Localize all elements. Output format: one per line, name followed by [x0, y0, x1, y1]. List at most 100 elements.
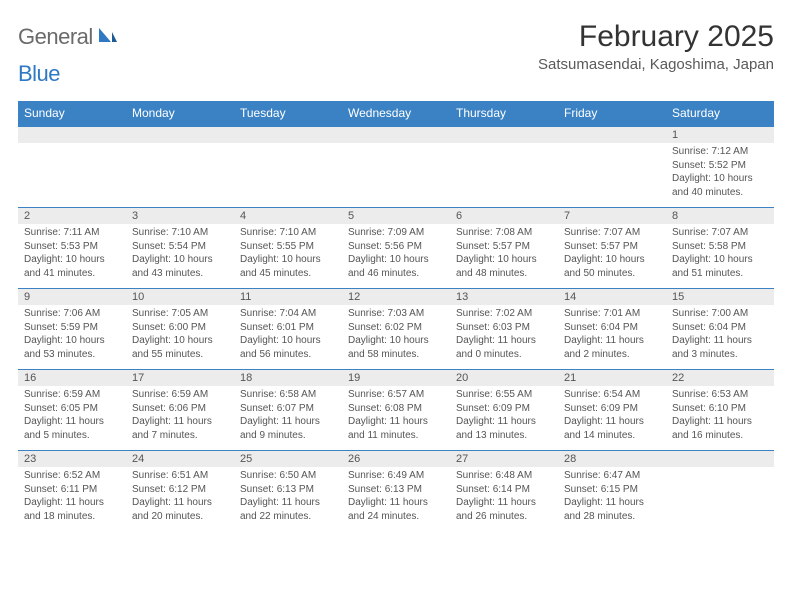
- sunrise-text: Sunrise: 7:10 AM: [132, 226, 228, 240]
- date-cell: [342, 127, 450, 143]
- detail-cell: [450, 143, 558, 207]
- sunrise-text: Sunrise: 6:49 AM: [348, 469, 444, 483]
- date-cell: 9: [18, 289, 126, 305]
- detail-cell: Sunrise: 6:50 AMSunset: 6:13 PMDaylight:…: [234, 467, 342, 531]
- detail-cell: Sunrise: 7:01 AMSunset: 6:04 PMDaylight:…: [558, 305, 666, 369]
- date-cell: 23: [18, 451, 126, 467]
- daylight2-text: and 9 minutes.: [240, 429, 336, 443]
- daylight2-text: and 46 minutes.: [348, 267, 444, 281]
- detail-cell: Sunrise: 7:05 AMSunset: 6:00 PMDaylight:…: [126, 305, 234, 369]
- daylight2-text: and 2 minutes.: [564, 348, 660, 362]
- sunrise-text: Sunrise: 7:09 AM: [348, 226, 444, 240]
- daylight1-text: Daylight: 11 hours: [564, 334, 660, 348]
- daylight2-text: and 53 minutes.: [24, 348, 120, 362]
- date-cell: 12: [342, 289, 450, 305]
- daylight1-text: Daylight: 10 hours: [672, 172, 768, 186]
- daylight2-text: and 43 minutes.: [132, 267, 228, 281]
- calendar-grid: Sunday Monday Tuesday Wednesday Thursday…: [18, 101, 774, 531]
- daylight2-text: and 28 minutes.: [564, 510, 660, 524]
- daylight1-text: Daylight: 11 hours: [240, 496, 336, 510]
- detail-cell: Sunrise: 6:59 AMSunset: 6:05 PMDaylight:…: [18, 386, 126, 450]
- date-cell: 1: [666, 127, 774, 143]
- detail-cell: Sunrise: 7:04 AMSunset: 6:01 PMDaylight:…: [234, 305, 342, 369]
- date-cell: 13: [450, 289, 558, 305]
- date-cell: 28: [558, 451, 666, 467]
- sunset-text: Sunset: 6:07 PM: [240, 402, 336, 416]
- sunrise-text: Sunrise: 7:00 AM: [672, 307, 768, 321]
- sunrise-text: Sunrise: 7:07 AM: [564, 226, 660, 240]
- daylight1-text: Daylight: 11 hours: [456, 415, 552, 429]
- date-row: 232425262728: [18, 450, 774, 467]
- date-cell: [234, 127, 342, 143]
- daylight1-text: Daylight: 11 hours: [24, 496, 120, 510]
- daylight1-text: Daylight: 11 hours: [672, 334, 768, 348]
- date-cell: 25: [234, 451, 342, 467]
- daylight1-text: Daylight: 11 hours: [240, 415, 336, 429]
- sunset-text: Sunset: 5:55 PM: [240, 240, 336, 254]
- daylight1-text: Daylight: 10 hours: [240, 253, 336, 267]
- detail-cell: Sunrise: 6:58 AMSunset: 6:07 PMDaylight:…: [234, 386, 342, 450]
- detail-cell: Sunrise: 7:09 AMSunset: 5:56 PMDaylight:…: [342, 224, 450, 288]
- detail-cell: Sunrise: 7:12 AMSunset: 5:52 PMDaylight:…: [666, 143, 774, 207]
- sunset-text: Sunset: 6:02 PM: [348, 321, 444, 335]
- detail-cell: Sunrise: 6:48 AMSunset: 6:14 PMDaylight:…: [450, 467, 558, 531]
- sunset-text: Sunset: 6:09 PM: [564, 402, 660, 416]
- date-cell: 17: [126, 370, 234, 386]
- sunrise-text: Sunrise: 7:11 AM: [24, 226, 120, 240]
- sunset-text: Sunset: 6:14 PM: [456, 483, 552, 497]
- detail-cell: Sunrise: 6:49 AMSunset: 6:13 PMDaylight:…: [342, 467, 450, 531]
- daylight2-text: and 48 minutes.: [456, 267, 552, 281]
- daylight2-text: and 40 minutes.: [672, 186, 768, 200]
- detail-cell: Sunrise: 7:08 AMSunset: 5:57 PMDaylight:…: [450, 224, 558, 288]
- sunset-text: Sunset: 6:06 PM: [132, 402, 228, 416]
- daylight2-text: and 16 minutes.: [672, 429, 768, 443]
- logo-text-blue: Blue: [18, 61, 60, 87]
- sunset-text: Sunset: 5:56 PM: [348, 240, 444, 254]
- month-title: February 2025: [538, 20, 774, 54]
- sunrise-text: Sunrise: 7:08 AM: [456, 226, 552, 240]
- detail-row: Sunrise: 7:12 AMSunset: 5:52 PMDaylight:…: [18, 143, 774, 207]
- sunset-text: Sunset: 5:54 PM: [132, 240, 228, 254]
- date-cell: 20: [450, 370, 558, 386]
- sunrise-text: Sunrise: 6:51 AM: [132, 469, 228, 483]
- sunrise-text: Sunrise: 6:59 AM: [132, 388, 228, 402]
- daylight1-text: Daylight: 10 hours: [132, 334, 228, 348]
- day-header-thursday: Thursday: [450, 101, 558, 126]
- daylight1-text: Daylight: 11 hours: [672, 415, 768, 429]
- sunset-text: Sunset: 5:57 PM: [564, 240, 660, 254]
- date-cell: 6: [450, 208, 558, 224]
- date-cell: 14: [558, 289, 666, 305]
- detail-cell: [234, 143, 342, 207]
- daylight2-text: and 26 minutes.: [456, 510, 552, 524]
- daylight2-text: and 24 minutes.: [348, 510, 444, 524]
- location-subtitle: Satsumasendai, Kagoshima, Japan: [538, 56, 774, 73]
- detail-cell: Sunrise: 7:11 AMSunset: 5:53 PMDaylight:…: [18, 224, 126, 288]
- daylight1-text: Daylight: 11 hours: [24, 415, 120, 429]
- title-block: February 2025 Satsumasendai, Kagoshima, …: [538, 20, 774, 73]
- detail-cell: Sunrise: 6:54 AMSunset: 6:09 PMDaylight:…: [558, 386, 666, 450]
- date-cell: 15: [666, 289, 774, 305]
- sunset-text: Sunset: 6:04 PM: [564, 321, 660, 335]
- daylight2-text: and 20 minutes.: [132, 510, 228, 524]
- sunrise-text: Sunrise: 6:55 AM: [456, 388, 552, 402]
- date-row: 16171819202122: [18, 369, 774, 386]
- sunset-text: Sunset: 6:12 PM: [132, 483, 228, 497]
- detail-cell: [126, 143, 234, 207]
- sunset-text: Sunset: 5:58 PM: [672, 240, 768, 254]
- detail-cell: Sunrise: 7:03 AMSunset: 6:02 PMDaylight:…: [342, 305, 450, 369]
- detail-cell: Sunrise: 6:52 AMSunset: 6:11 PMDaylight:…: [18, 467, 126, 531]
- daylight2-text: and 55 minutes.: [132, 348, 228, 362]
- detail-cell: Sunrise: 6:55 AMSunset: 6:09 PMDaylight:…: [450, 386, 558, 450]
- day-header-sunday: Sunday: [18, 101, 126, 126]
- date-row: 2345678: [18, 207, 774, 224]
- detail-row: Sunrise: 6:52 AMSunset: 6:11 PMDaylight:…: [18, 467, 774, 531]
- date-cell: 5: [342, 208, 450, 224]
- detail-cell: Sunrise: 6:51 AMSunset: 6:12 PMDaylight:…: [126, 467, 234, 531]
- sunset-text: Sunset: 6:01 PM: [240, 321, 336, 335]
- calendar-page: General February 2025 Satsumasendai, Kag…: [0, 0, 792, 531]
- date-cell: [18, 127, 126, 143]
- detail-cell: Sunrise: 7:07 AMSunset: 5:58 PMDaylight:…: [666, 224, 774, 288]
- daylight1-text: Daylight: 11 hours: [564, 415, 660, 429]
- sunset-text: Sunset: 6:13 PM: [348, 483, 444, 497]
- detail-cell: Sunrise: 7:06 AMSunset: 5:59 PMDaylight:…: [18, 305, 126, 369]
